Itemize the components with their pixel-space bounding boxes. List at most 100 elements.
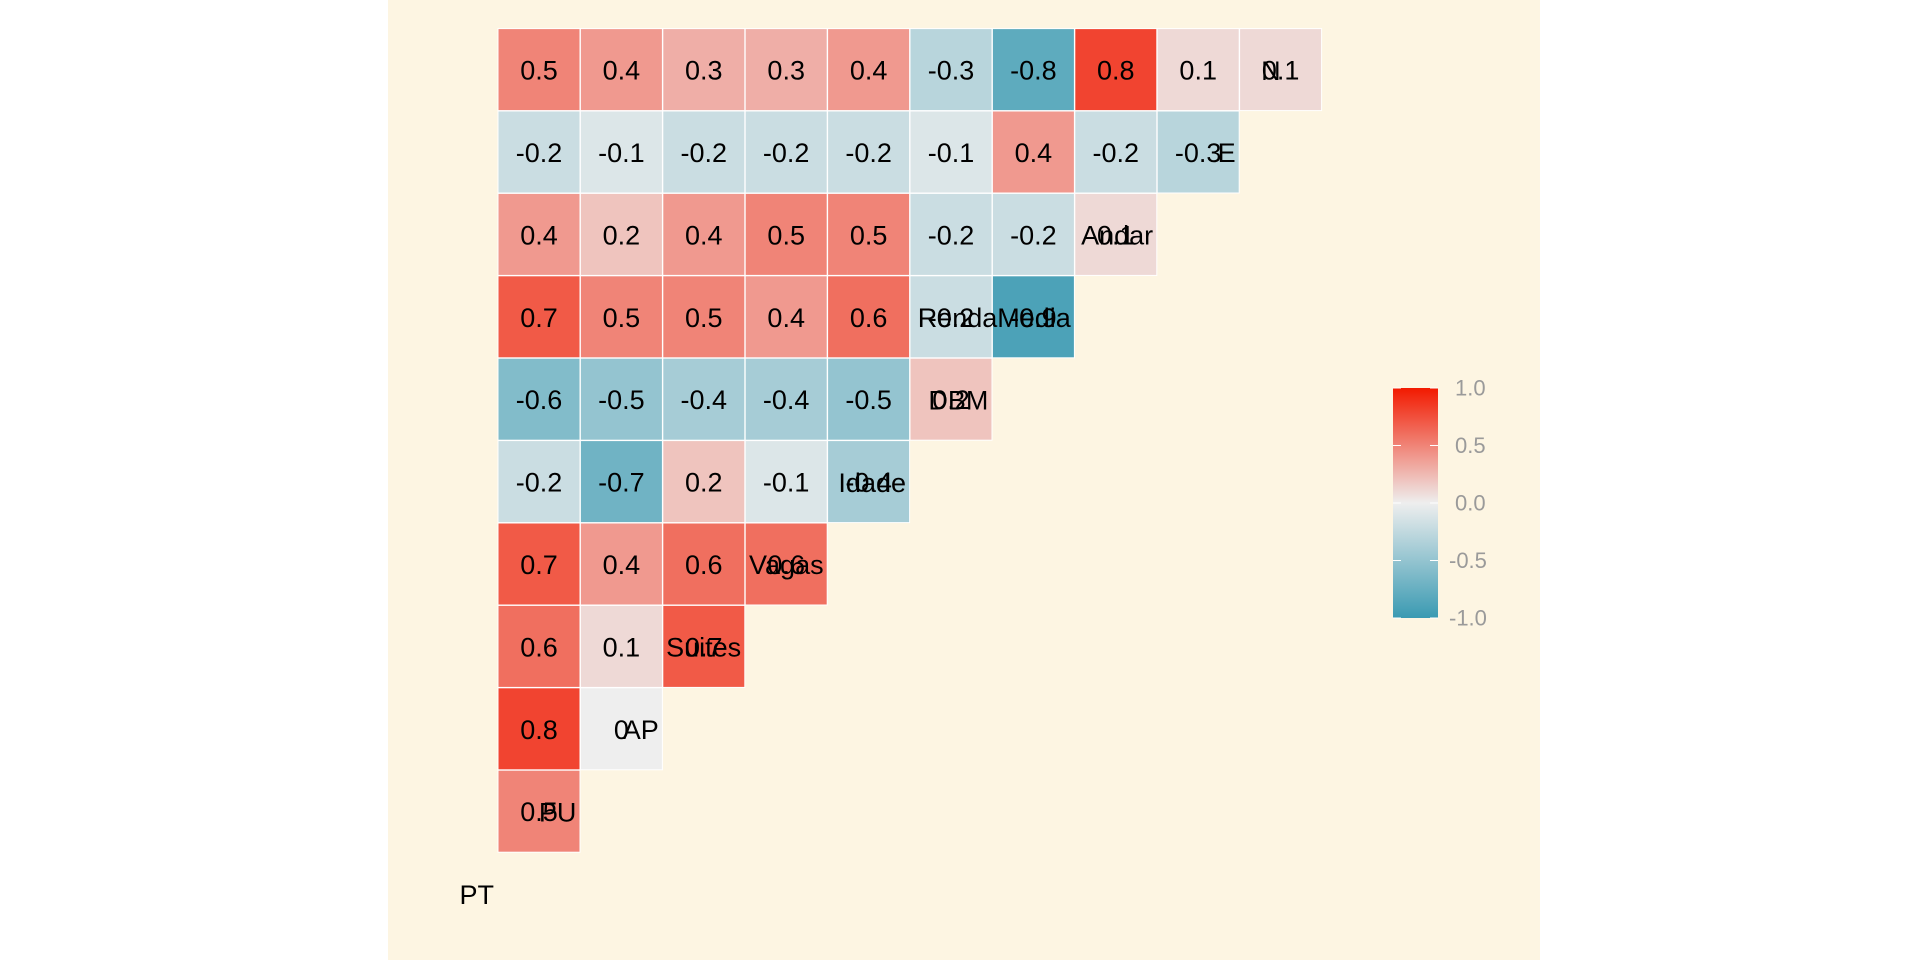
heatmap-cell-rect bbox=[662, 110, 746, 194]
heatmap-cell: -0.4 bbox=[662, 357, 746, 441]
heatmap-cell-rect bbox=[579, 28, 663, 112]
heatmap-cell-rect bbox=[744, 192, 828, 276]
heatmap-cell-label: 0.2 bbox=[685, 468, 723, 498]
heatmap-cell: 0.7 bbox=[662, 604, 746, 688]
heatmap-cell: -0.2 bbox=[909, 275, 993, 359]
heatmap-cell-label: -0.8 bbox=[1010, 56, 1057, 86]
heatmap-cell: -0.5 bbox=[579, 357, 663, 441]
heatmap-cell-label: -0.1 bbox=[598, 138, 645, 168]
heatmap-cell-label: -0.7 bbox=[598, 468, 645, 498]
variable-label-n: N bbox=[1261, 56, 1281, 86]
heatmap-cell: -0.2 bbox=[1074, 110, 1158, 194]
heatmap-cell-label: 0.7 bbox=[685, 632, 723, 662]
heatmap-cell-label: -0.9 bbox=[1010, 303, 1057, 333]
heatmap-cell: -0.3 bbox=[1156, 110, 1240, 194]
heatmap-cell-label: 0.7 bbox=[520, 303, 558, 333]
heatmap-cell-label: 0.5 bbox=[603, 303, 641, 333]
heatmap-cell-label: 0.4 bbox=[603, 550, 641, 580]
heatmap-cell: 0.5 bbox=[744, 192, 828, 276]
heatmap-cell-rect bbox=[497, 110, 581, 194]
heatmap-cell-rect bbox=[662, 357, 746, 441]
heatmap-cell-label: 0.3 bbox=[767, 56, 805, 86]
heatmap-cell-label: -0.2 bbox=[681, 138, 728, 168]
heatmap-cell: -0.2 bbox=[827, 110, 911, 194]
heatmap-cell-rect bbox=[909, 28, 993, 112]
heatmap-cell: 0.7 bbox=[497, 522, 581, 606]
heatmap-cell-rect bbox=[579, 275, 663, 359]
heatmap-cell: 0.5 bbox=[827, 192, 911, 276]
heatmap-cell-label: 0.7 bbox=[520, 550, 558, 580]
heatmap-cell-label: 0.1 bbox=[603, 632, 641, 662]
heatmap-cell: -0.3 bbox=[909, 28, 993, 112]
heatmap-cell-rect bbox=[662, 440, 746, 524]
heatmap-cell: 0.8 bbox=[497, 687, 581, 771]
heatmap-cell: -0.2 bbox=[991, 192, 1075, 276]
heatmap-cell: -0.8 bbox=[991, 28, 1075, 112]
variable-label-rendamedia: RendaMedia bbox=[918, 303, 1072, 333]
heatmap-cell: 0.2 bbox=[579, 192, 663, 276]
heatmap-cell: -0.6 bbox=[497, 357, 581, 441]
heatmap-cell-label: -0.2 bbox=[928, 220, 975, 250]
heatmap-cell-rect bbox=[497, 357, 581, 441]
heatmap-cell-label: 0 bbox=[614, 715, 629, 745]
heatmap-cell-label: -0.4 bbox=[681, 385, 728, 415]
heatmap-cell: 0.4 bbox=[744, 275, 828, 359]
heatmap-cell-rect bbox=[1156, 28, 1240, 112]
heatmap-cell-rect bbox=[662, 28, 746, 112]
heatmap-cell-label: -0.2 bbox=[763, 138, 810, 168]
legend-tick-label: -0.5 bbox=[1449, 548, 1487, 573]
heatmap-cell-rect bbox=[579, 192, 663, 276]
heatmap-cell: 0.6 bbox=[744, 522, 828, 606]
heatmap-cell-rect bbox=[827, 192, 911, 276]
heatmap-cell: 0.8 bbox=[1074, 28, 1158, 112]
legend-tick-label: -1.0 bbox=[1449, 606, 1487, 631]
heatmap-cell-label: -0.1 bbox=[928, 138, 975, 168]
heatmap-cell: -0.1 bbox=[909, 110, 993, 194]
heatmap-cell: 0.4 bbox=[497, 192, 581, 276]
heatmap-cell: -0.2 bbox=[662, 110, 746, 194]
heatmap-cell-label: 0.4 bbox=[850, 56, 888, 86]
heatmap-cell: 0.1 bbox=[579, 604, 663, 688]
variable-label-suites: Suites bbox=[666, 633, 741, 663]
variable-label-ap: AP bbox=[623, 715, 659, 745]
heatmap-cell-rect bbox=[744, 522, 828, 606]
heatmap-cell: -0.2 bbox=[497, 440, 581, 524]
heatmap-cell-rect bbox=[662, 522, 746, 606]
heatmap-cell-label: 0.5 bbox=[520, 56, 558, 86]
heatmap-cell: -0.1 bbox=[744, 440, 828, 524]
heatmap-cell: 0.1 bbox=[1074, 192, 1158, 276]
heatmap-cell: -0.2 bbox=[744, 110, 828, 194]
heatmap-cell-rect bbox=[1074, 28, 1158, 112]
heatmap-cell: 0.6 bbox=[497, 604, 581, 688]
heatmap-cell: 0.4 bbox=[662, 192, 746, 276]
heatmap-cell-label: -0.4 bbox=[763, 385, 810, 415]
heatmap-cell-label: 0.8 bbox=[520, 715, 558, 745]
variable-label-idade: Idade bbox=[838, 468, 906, 498]
heatmap-cell-rect bbox=[909, 357, 993, 441]
heatmap-cell-label: 0.6 bbox=[767, 550, 805, 580]
heatmap-cell: 0.5 bbox=[579, 275, 663, 359]
heatmap-cell-rect bbox=[744, 357, 828, 441]
heatmap-cell: 0.3 bbox=[662, 28, 746, 112]
heatmap-cell: 0.4 bbox=[579, 522, 663, 606]
heatmap-cell-label: -0.3 bbox=[1175, 138, 1222, 168]
heatmap-cell-rect bbox=[497, 440, 581, 524]
heatmap-cell-label: 0.5 bbox=[685, 303, 723, 333]
heatmap-cell: -0.5 bbox=[827, 357, 911, 441]
variable-label-vagas: Vagas bbox=[749, 550, 824, 580]
heatmap-cell: 0.2 bbox=[909, 357, 993, 441]
heatmap-cell-rect bbox=[497, 769, 581, 853]
heatmap-cell-rect bbox=[744, 275, 828, 359]
heatmap-cell-label: -0.2 bbox=[516, 468, 563, 498]
heatmap-cell-label: 0.1 bbox=[1097, 220, 1135, 250]
heatmap-cell-label: 0.8 bbox=[1097, 56, 1135, 86]
heatmap-cell-rect bbox=[497, 192, 581, 276]
heatmap-cell: 0.5 bbox=[662, 275, 746, 359]
heatmap-cell-rect bbox=[1074, 110, 1158, 194]
heatmap-cell-label: 0.2 bbox=[932, 385, 970, 415]
heatmap-cell-label: -0.5 bbox=[845, 385, 892, 415]
heatmap-cell: -0.4 bbox=[744, 357, 828, 441]
heatmap-cell-label: 0.5 bbox=[520, 797, 558, 827]
heatmap-cell: -0.2 bbox=[497, 110, 581, 194]
